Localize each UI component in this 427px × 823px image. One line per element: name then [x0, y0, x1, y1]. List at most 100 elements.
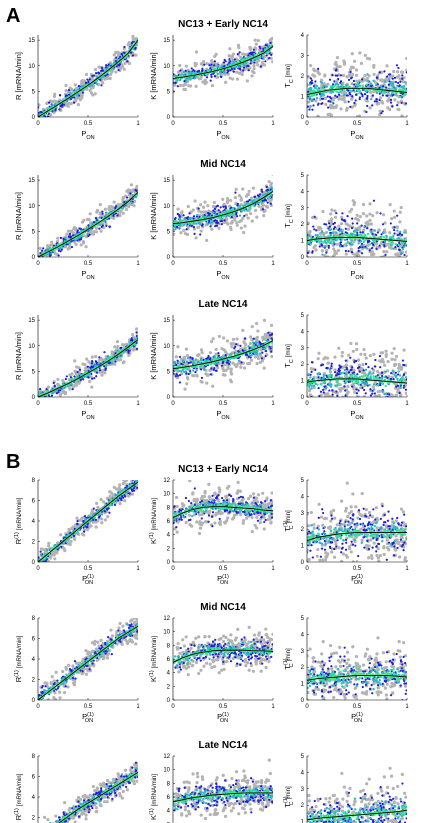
data-point-gray: [311, 144, 314, 147]
data-point-gray: [315, 69, 320, 73]
data-point-blue: [353, 101, 356, 105]
data-point-gray: [324, 230, 329, 235]
data-point-gray: [91, 93, 95, 97]
data-point-gray: [188, 84, 193, 88]
data-point-blue: [263, 198, 267, 201]
data-point-gray: [368, 212, 372, 216]
data-point-gray: [377, 101, 381, 106]
data-point-density: [189, 371, 192, 375]
data-point-gray: [205, 238, 209, 242]
data-point-density: [81, 85, 84, 88]
data-point-density: [353, 238, 357, 241]
data-point-density: [370, 231, 373, 234]
data-point-gray: [348, 210, 352, 214]
data-point-dense: [228, 208, 231, 212]
data-point-gray: [240, 72, 244, 77]
data-point-blue: [174, 375, 177, 378]
data-point-blue: [320, 102, 323, 105]
data-point-blue: [39, 251, 42, 255]
data-point-gray: [205, 381, 209, 385]
data-point-gray: [174, 355, 178, 359]
data-point-density: [270, 345, 273, 348]
data-point-blue: [357, 247, 360, 250]
data-point-blue: [261, 190, 264, 193]
data-point-gray: [336, 248, 341, 253]
data-point-gray: [212, 200, 216, 205]
data-point-density: [339, 245, 342, 248]
data-point-gray: [361, 120, 364, 123]
data-point-blue: [378, 71, 381, 74]
data-point-blue: [229, 60, 232, 63]
data-point-density: [385, 235, 388, 239]
data-point-blue: [346, 238, 349, 241]
data-point-density: [181, 368, 184, 372]
data-point-blue: [123, 45, 126, 49]
data-point-blue: [87, 80, 90, 83]
data-point-blue: [268, 345, 271, 348]
data-point-gray: [100, 373, 104, 377]
y-tick-label: 0: [32, 395, 36, 401]
data-point-gray: [248, 66, 252, 70]
data-point-gray: [333, 96, 337, 100]
data-point-dense: [234, 61, 237, 64]
data-point-gray: [241, 328, 245, 332]
data-point-gray: [203, 200, 207, 204]
data-point-gray: [98, 370, 102, 374]
data-point-gray: [329, 212, 333, 216]
data-point-gray: [122, 47, 126, 51]
data-point-blue: [93, 377, 96, 380]
data-point-gray: [395, 75, 399, 79]
x-tick-label: 0.5: [219, 121, 228, 127]
data-point-blue: [117, 68, 120, 72]
data-point-blue: [365, 110, 368, 114]
data-point-density: [315, 96, 319, 100]
data-point-gray: [269, 323, 273, 327]
data-point-blue: [343, 219, 346, 222]
data-point-density: [243, 209, 246, 212]
data-point-gray: [250, 74, 254, 78]
fit-line: [307, 236, 407, 242]
data-point-gray: [84, 72, 89, 77]
data-point-gray: [255, 355, 260, 359]
data-point-gray: [54, 100, 58, 104]
data-point-gray: [239, 196, 243, 200]
data-point-blue: [337, 77, 340, 81]
data-point-gray: [326, 255, 330, 257]
data-point-blue: [47, 115, 50, 117]
data-point-gray: [392, 69, 396, 74]
data-point-gray: [229, 198, 233, 203]
data-point-gray: [235, 70, 239, 74]
data-point-gray: [90, 355, 94, 359]
data-point-gray: [348, 68, 353, 72]
data-point-blue: [327, 100, 330, 103]
data-point-gray: [249, 212, 253, 216]
data-point-blue: [340, 218, 344, 221]
x-tick-label: 0: [171, 261, 175, 267]
data-point-gray: [184, 64, 188, 68]
data-point-blue: [188, 212, 191, 215]
data-point-blue: [131, 338, 134, 341]
data-point-density: [120, 355, 123, 358]
data-point-gray: [367, 222, 371, 226]
data-point-blue: [269, 202, 272, 206]
data-point-blue: [310, 262, 312, 264]
data-point-dense: [333, 84, 336, 88]
data-point-gray: [231, 337, 236, 341]
data-point-blue: [114, 206, 117, 210]
data-point-gray: [237, 193, 241, 198]
data-point-gray: [87, 360, 91, 364]
data-point-gray: [176, 70, 181, 74]
data-point-gray: [341, 73, 346, 78]
data-point-blue: [52, 381, 55, 385]
data-point-dense: [344, 232, 347, 236]
data-point-blue: [215, 205, 218, 208]
data-point-blue: [375, 97, 378, 101]
data-point-blue: [401, 233, 404, 236]
data-point-density: [212, 211, 215, 214]
data-point-gray: [319, 86, 323, 90]
data-point-gray: [255, 60, 259, 64]
data-point-blue: [378, 98, 381, 102]
data-point-blue: [118, 62, 121, 66]
data-point-gray: [363, 118, 366, 121]
